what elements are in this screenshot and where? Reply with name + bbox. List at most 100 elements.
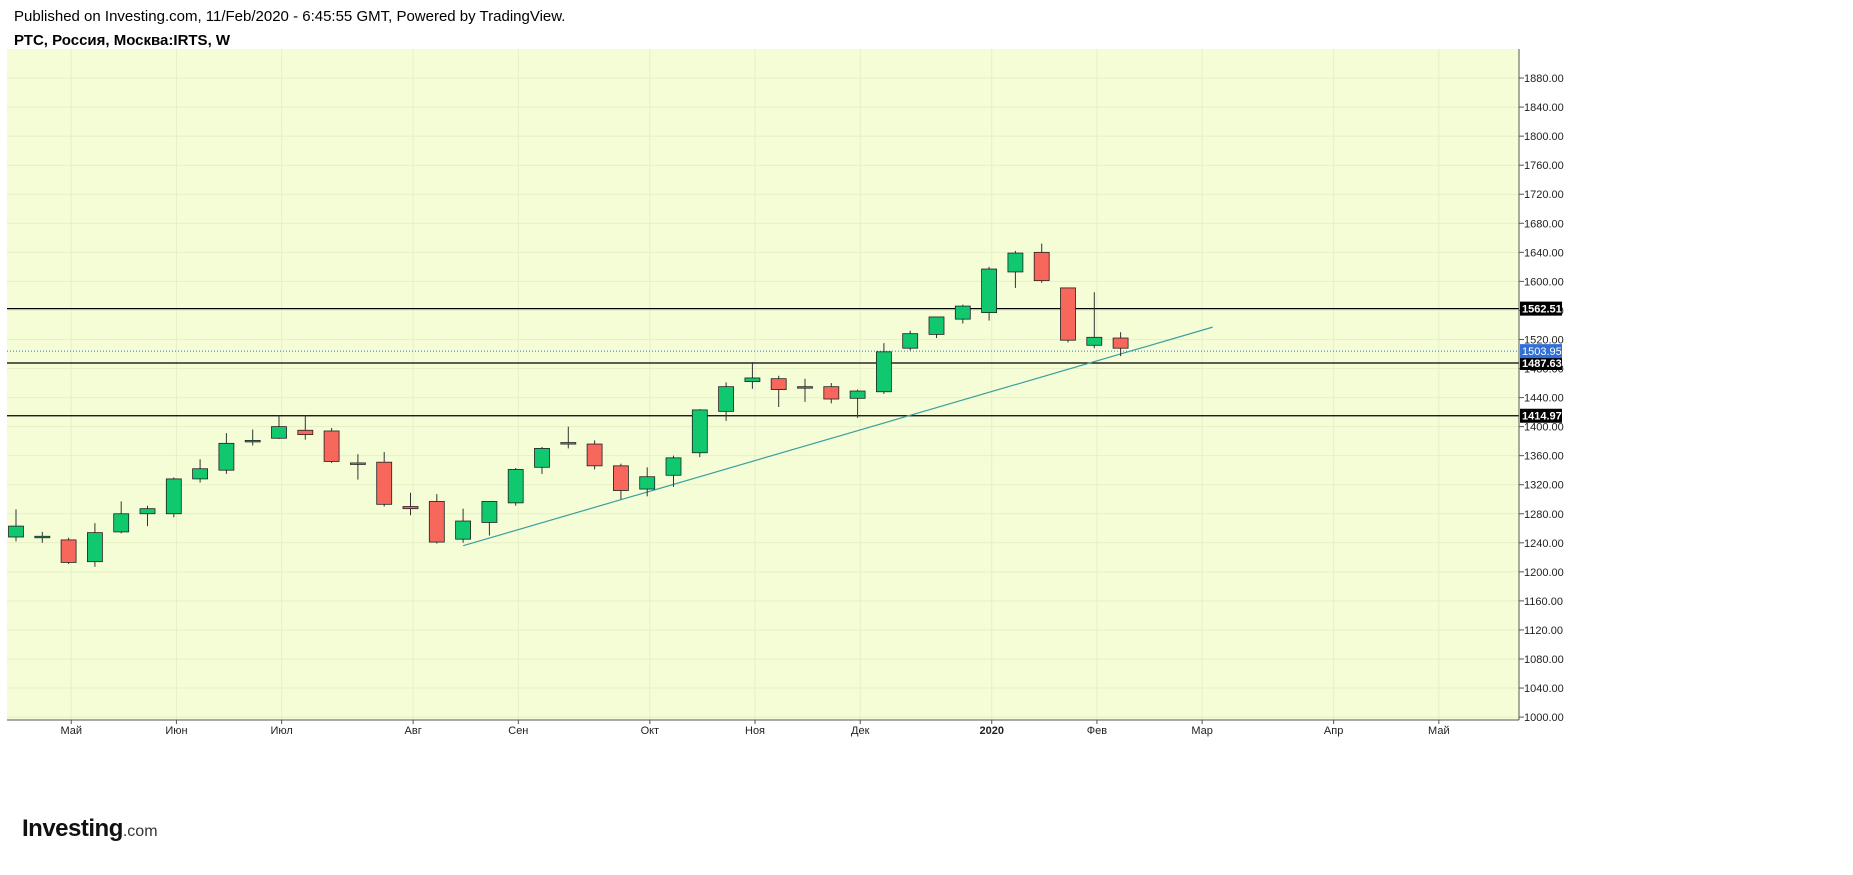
candle-body	[797, 386, 813, 389]
level-badge-label: 1487.63	[1522, 358, 1562, 370]
price-axis[interactable]: 1880.00 1840.00 1800.00 1760.00 1720.00 1680.…	[1518, 49, 1564, 724]
candle-body	[113, 513, 130, 533]
y-tick-label: 1440.00	[1524, 393, 1564, 405]
candle	[823, 383, 840, 404]
candle-body	[87, 532, 103, 563]
candle	[639, 467, 656, 497]
candle-body	[349, 462, 366, 465]
candle	[744, 361, 761, 389]
candle	[902, 330, 919, 351]
level-badge	[1520, 408, 1562, 423]
y-tick-label: 1240.00	[1524, 538, 1564, 550]
candle	[876, 343, 892, 394]
candle	[60, 537, 77, 564]
candle-body	[770, 378, 787, 390]
y-tick-label: 1120.00	[1524, 625, 1563, 637]
candle	[428, 494, 445, 544]
y-tick-label: 1280.00	[1524, 509, 1564, 521]
x-tick-label: Май	[60, 725, 82, 737]
level-badge-label: 1562.51	[1522, 304, 1562, 316]
candle-body	[823, 386, 840, 400]
candle-body	[665, 457, 682, 476]
y-tick-label: 1360.00	[1524, 451, 1564, 463]
candle	[139, 505, 156, 527]
candle-body	[60, 539, 77, 563]
candle-body	[165, 478, 182, 515]
candle-body	[507, 469, 524, 504]
y-tick-label: 1720.00	[1524, 189, 1564, 201]
y-tick-label: 1080.00	[1524, 654, 1564, 666]
y-tick-label: 1760.00	[1524, 160, 1564, 172]
y-tick-label: 1200.00	[1524, 567, 1564, 579]
candle-body	[1060, 287, 1076, 341]
candle	[797, 378, 813, 402]
y-tick-label: 1320.00	[1524, 480, 1564, 492]
x-tick-label: Июл	[270, 725, 292, 737]
y-tick-label: 1880.00	[1524, 73, 1564, 85]
candle-body	[428, 501, 445, 543]
candle	[481, 501, 498, 536]
candle	[297, 415, 314, 440]
candle-body	[1033, 251, 1050, 282]
candle	[244, 429, 261, 446]
time-axis[interactable]: Май Июн Июл Авг Сен Окт Ноя Дек 2020 Фев Мар Апр Май	[7, 719, 1519, 737]
y-tick-label: 1160.00	[1524, 596, 1563, 608]
trendline	[462, 326, 1213, 547]
symbol-title: РТС, Россия, Москва:IRTS, W	[14, 32, 231, 49]
y-tick-label: 1520.00	[1524, 334, 1564, 346]
grid-lines	[7, 49, 1519, 720]
candle-body	[586, 443, 603, 467]
candle-body	[218, 442, 235, 471]
y-tick-label: 1600.00	[1524, 276, 1564, 288]
y-tick-label: 1840.00	[1524, 102, 1564, 114]
candle	[323, 428, 340, 463]
y-tick-label: 1680.00	[1524, 218, 1564, 230]
candle-body	[8, 525, 24, 538]
candle	[271, 415, 287, 439]
candle	[376, 452, 393, 507]
level-badge	[1520, 355, 1562, 370]
candle-body	[297, 429, 314, 436]
candle	[534, 446, 550, 474]
published-caption: Published on Investing.com, 11/Feb/2020 …	[14, 8, 566, 25]
x-tick-label: Фев	[1087, 725, 1107, 737]
candle-body	[376, 461, 393, 505]
candle-body	[902, 333, 919, 349]
x-tick-label: Ноя	[745, 725, 765, 737]
y-tick-label: 1000.00	[1524, 712, 1564, 724]
candle	[113, 501, 130, 534]
candle	[1086, 292, 1103, 349]
candle	[770, 375, 787, 408]
candle	[34, 531, 51, 543]
candle	[455, 508, 472, 543]
candle	[1007, 250, 1024, 288]
trendline-layer	[462, 326, 1213, 547]
candle-body	[455, 520, 472, 540]
candle	[665, 455, 682, 487]
candles-layer	[8, 243, 1129, 567]
y-tick-label: 1400.00	[1524, 422, 1564, 434]
candle-body	[1007, 252, 1024, 273]
x-tick-label: Дек	[851, 725, 870, 737]
candle	[349, 454, 366, 480]
candle-body	[613, 465, 629, 491]
candle	[8, 509, 24, 542]
candle-body	[139, 508, 156, 515]
candle-body	[954, 305, 971, 320]
candle	[1060, 287, 1076, 343]
candle	[507, 468, 524, 506]
candle-body	[560, 442, 577, 445]
candle-body	[849, 390, 866, 399]
x-tick-label: 2020	[979, 725, 1003, 737]
candle	[586, 440, 603, 470]
candle	[849, 389, 866, 418]
x-tick-label: Мар	[1191, 725, 1213, 737]
level-badge-label: 1414.97	[1522, 411, 1562, 423]
candle-body	[718, 386, 734, 412]
y-tick-label: 1040.00	[1524, 683, 1564, 695]
candle-body	[1112, 337, 1129, 349]
candle	[1112, 332, 1129, 357]
last-price-badge	[1520, 344, 1562, 359]
investing-logo: Investing.com	[22, 815, 158, 842]
